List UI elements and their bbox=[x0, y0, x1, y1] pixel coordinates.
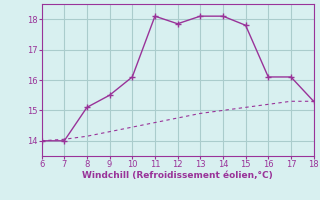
X-axis label: Windchill (Refroidissement éolien,°C): Windchill (Refroidissement éolien,°C) bbox=[82, 171, 273, 180]
